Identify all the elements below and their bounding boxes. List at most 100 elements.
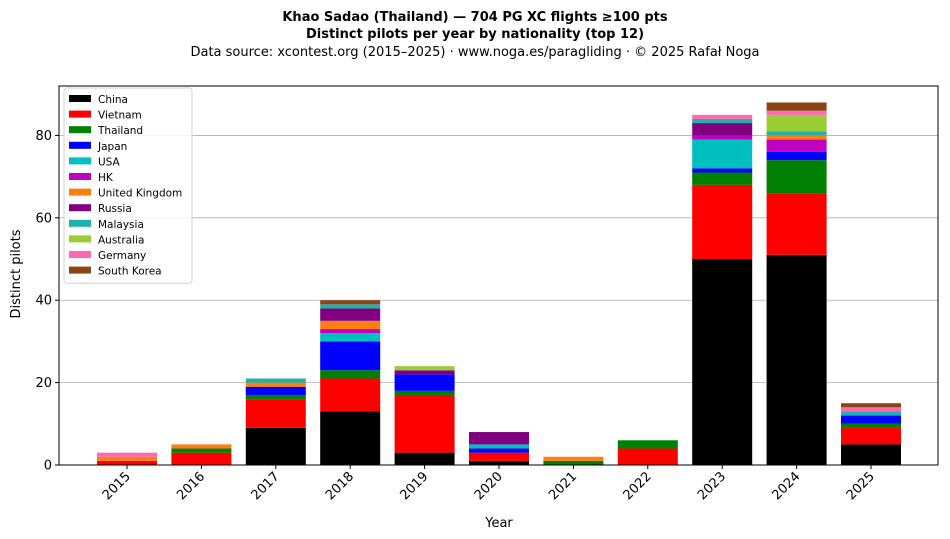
bar-segment bbox=[692, 118, 753, 124]
bar-segment bbox=[692, 114, 753, 119]
bar-segment bbox=[171, 452, 232, 465]
bar-segment bbox=[766, 110, 827, 115]
legend-label: USA bbox=[98, 156, 121, 168]
bar-segment bbox=[469, 432, 529, 445]
bar-segment bbox=[469, 448, 529, 453]
bar-segment bbox=[766, 102, 827, 111]
bar-segment bbox=[617, 440, 678, 449]
bar-segment bbox=[245, 394, 306, 400]
chart-subtitle: Distinct pilots per year by nationality … bbox=[306, 27, 644, 42]
bar-segment bbox=[841, 423, 901, 428]
bar-segment bbox=[394, 394, 455, 453]
y-tick-label: 40 bbox=[35, 294, 52, 309]
bar-segment bbox=[245, 382, 306, 387]
bar-segment bbox=[320, 300, 381, 305]
bar-segment bbox=[245, 427, 306, 465]
legend-swatch bbox=[69, 110, 91, 118]
bar-segment bbox=[692, 135, 753, 140]
y-tick-label: 80 bbox=[35, 129, 52, 144]
legend-swatch bbox=[69, 126, 91, 134]
x-tick-label: 2022 bbox=[621, 469, 655, 503]
bar-segment bbox=[841, 444, 901, 465]
chart-title: Khao Sadao (Thailand) — 704 PG XC flight… bbox=[282, 10, 668, 25]
x-tick-label: 2017 bbox=[249, 469, 283, 503]
bar-segment bbox=[320, 411, 381, 465]
bar-segment bbox=[766, 160, 827, 194]
x-axis-label: Year bbox=[484, 516, 513, 531]
legend-label: Japan bbox=[97, 141, 127, 153]
legend-label: Thailand bbox=[97, 125, 143, 137]
legend: China Vietnam Thailand Japan USA HK United Kin… bbox=[63, 87, 193, 284]
bar-segment bbox=[543, 460, 604, 465]
x-tick-label: 2021 bbox=[546, 469, 580, 503]
legend-swatch bbox=[69, 235, 91, 243]
x-tick-label: 2015 bbox=[100, 469, 134, 503]
legend-swatch bbox=[69, 188, 91, 196]
bar-segment bbox=[766, 131, 827, 136]
bar-segment bbox=[692, 259, 753, 465]
bar-segment bbox=[692, 168, 753, 173]
bar-segment bbox=[320, 308, 381, 321]
legend-swatch bbox=[69, 266, 91, 274]
legend-swatch bbox=[69, 141, 91, 149]
legend-swatch bbox=[69, 157, 91, 165]
bar-segment bbox=[766, 139, 827, 152]
legend-swatch bbox=[69, 173, 91, 180]
bar-segment bbox=[320, 304, 381, 309]
bar-segment bbox=[841, 415, 901, 424]
bar-segment bbox=[245, 378, 306, 383]
x-tick-label: 2018 bbox=[323, 469, 357, 503]
bar-segment bbox=[766, 254, 827, 465]
bar-segment bbox=[766, 135, 827, 140]
bar-segment bbox=[469, 460, 529, 465]
legend-label: Russia bbox=[98, 203, 132, 215]
y-tick-label: 0 bbox=[44, 459, 52, 474]
y-axis-ticks: 0 20 40 60 80 bbox=[35, 129, 59, 474]
bar-segment bbox=[394, 366, 455, 371]
bar-segment bbox=[394, 370, 455, 375]
y-tick-label: 60 bbox=[35, 211, 52, 226]
bar-segment bbox=[320, 329, 381, 334]
y-tick-label: 20 bbox=[35, 376, 52, 391]
legend-label: Australia bbox=[98, 234, 144, 246]
bar-segment bbox=[692, 172, 753, 185]
bar-segment bbox=[841, 411, 901, 416]
y-axis-label: Distinct pilots bbox=[9, 229, 24, 318]
bar-segment bbox=[469, 452, 529, 461]
x-tick-label: 2019 bbox=[397, 469, 431, 503]
legend-label: South Korea bbox=[98, 266, 162, 278]
bar-segment bbox=[97, 460, 157, 465]
bar-segment bbox=[320, 378, 381, 412]
bar-segment bbox=[841, 407, 901, 412]
bar-segment bbox=[320, 370, 381, 379]
x-axis-ticks: 2015 2016 2017 2018 2019 2020 2021 2022 2023 2024… bbox=[100, 465, 878, 503]
legend-label: Germany bbox=[98, 250, 146, 262]
bar-segment bbox=[320, 333, 381, 342]
bar-segment bbox=[766, 193, 827, 255]
bars bbox=[97, 102, 901, 465]
chart-source: Data source: xcontest.org (2015–2025) · … bbox=[190, 45, 759, 60]
legend-swatch bbox=[69, 251, 91, 258]
bar-segment bbox=[171, 444, 232, 449]
x-tick-label: 2025 bbox=[844, 469, 878, 503]
bar-segment bbox=[841, 403, 901, 408]
bar-segment bbox=[543, 456, 604, 461]
x-tick-label: 2023 bbox=[695, 469, 729, 503]
x-tick-label: 2020 bbox=[472, 469, 506, 503]
bar-segment bbox=[97, 456, 157, 461]
legend-label: United Kingdom bbox=[98, 188, 182, 200]
bar-segment bbox=[394, 390, 455, 395]
bar-segment bbox=[394, 374, 455, 391]
bar-segment bbox=[692, 139, 753, 169]
bar-segment bbox=[692, 184, 753, 260]
legend-label: China bbox=[98, 94, 128, 106]
legend-label: Vietnam bbox=[98, 110, 142, 122]
bar-segment bbox=[97, 452, 157, 457]
bar-segment bbox=[692, 123, 753, 136]
bar-segment bbox=[320, 320, 381, 330]
bar-segment bbox=[469, 444, 529, 449]
legend-label: Malaysia bbox=[98, 219, 144, 231]
x-tick-label: 2024 bbox=[769, 469, 803, 503]
bar-segment bbox=[617, 448, 678, 465]
